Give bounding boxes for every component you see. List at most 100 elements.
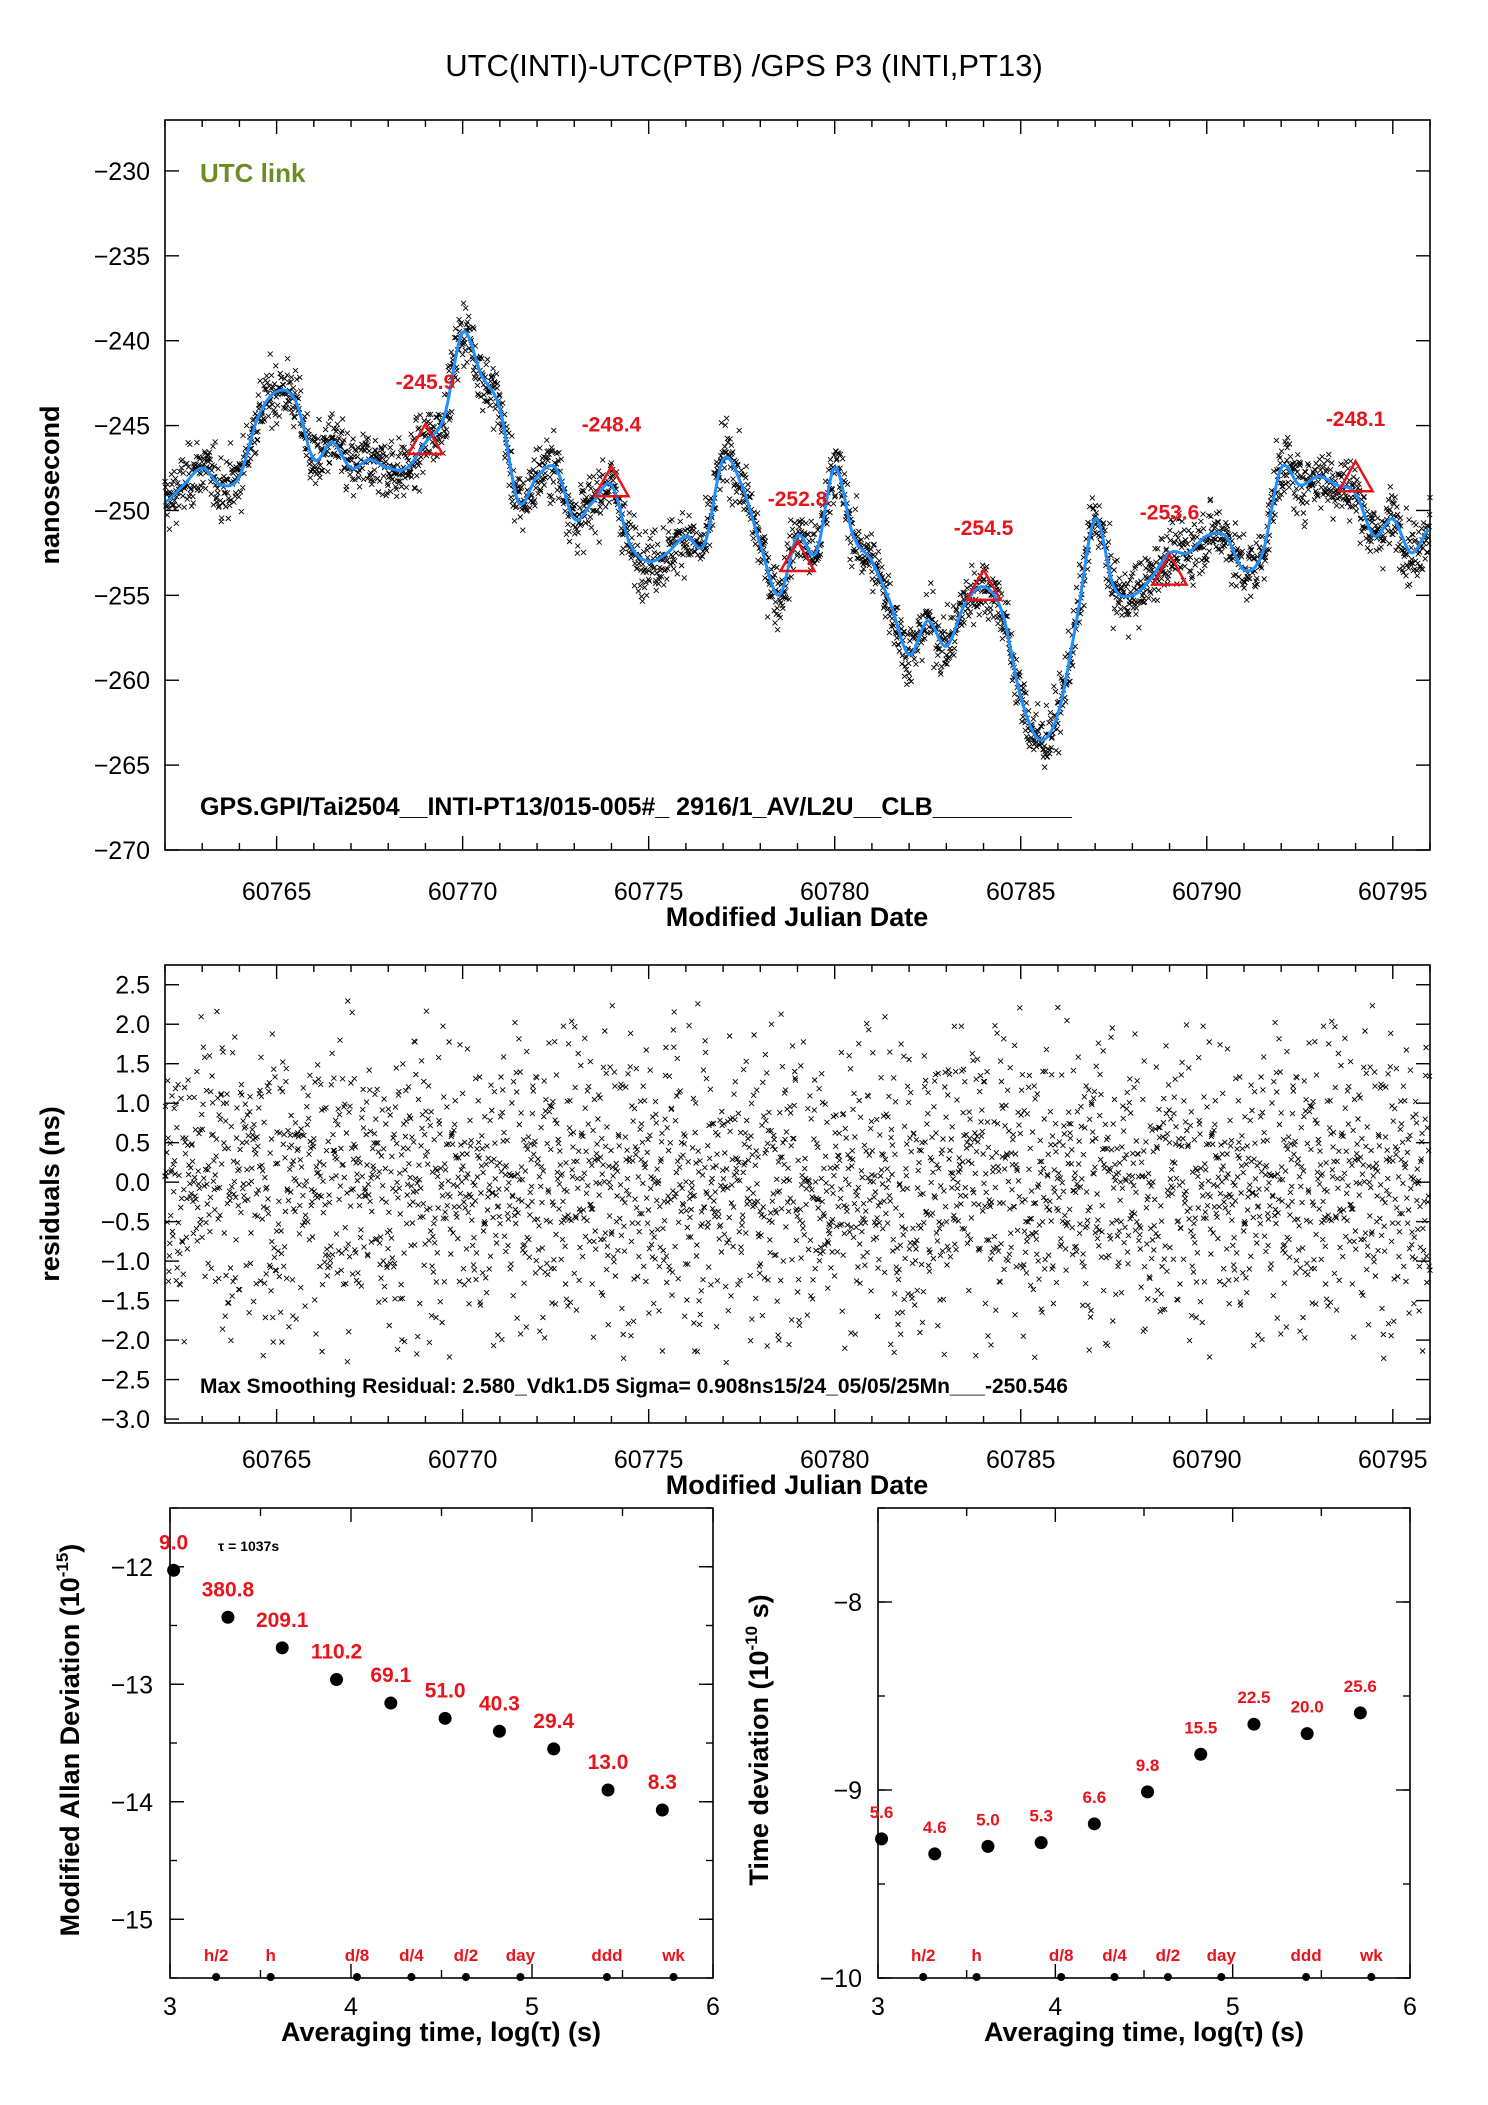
link-data-point	[407, 469, 414, 476]
residual-data-point	[263, 1271, 270, 1277]
link-data-point	[796, 523, 803, 530]
residual-data-point	[634, 1273, 641, 1280]
y-tick-label: −265	[94, 752, 150, 780]
link-data-point	[374, 450, 380, 457]
residual-data-point	[459, 1151, 466, 1157]
residual-data-point	[546, 1108, 553, 1115]
link-data-point	[267, 351, 274, 357]
residual-data-point	[267, 1150, 274, 1156]
residual-data-point	[444, 1202, 451, 1209]
residual-data-point	[627, 1030, 634, 1037]
residual-data-point	[766, 1109, 772, 1116]
residual-data-point	[884, 1220, 891, 1227]
residual-data-point	[386, 1227, 393, 1234]
residual-data-point	[593, 1179, 599, 1186]
residual-data-point	[793, 1237, 800, 1244]
residual-data-point	[213, 1153, 219, 1159]
residual-data-point	[189, 1158, 196, 1165]
residual-data-point	[750, 1190, 757, 1197]
residual-data-point	[793, 1207, 799, 1214]
link-data-point	[330, 434, 336, 440]
link-data-point	[541, 482, 548, 488]
link-data-point	[472, 375, 479, 382]
residual-data-point	[763, 1117, 769, 1124]
link-data-point	[634, 542, 641, 549]
link-data-point	[575, 529, 582, 536]
residual-data-point	[660, 1247, 667, 1254]
link-data-point	[590, 473, 597, 480]
link-data-point	[304, 410, 311, 417]
residual-data-point	[398, 1281, 404, 1288]
link-data-point	[416, 425, 422, 431]
residual-data-point	[167, 1212, 174, 1219]
residual-data-point	[328, 1175, 335, 1182]
residual-data-point	[333, 1231, 340, 1237]
residual-data-point	[440, 1023, 446, 1030]
link-data-point	[685, 552, 692, 558]
residual-data-point	[628, 1238, 635, 1245]
residual-data-point	[915, 1167, 922, 1174]
residual-data-point	[900, 1053, 907, 1060]
residual-data-point	[181, 1338, 188, 1345]
residual-data-point	[541, 1078, 548, 1084]
link-data-point	[531, 457, 538, 463]
residual-data-point	[438, 1180, 445, 1187]
residual-data-point	[979, 1128, 986, 1135]
residual-data-point	[280, 1263, 287, 1270]
residual-data-point	[887, 1341, 894, 1348]
residual-data-point	[972, 1170, 979, 1177]
residual-data-point	[439, 1319, 445, 1326]
link-data-point	[731, 483, 737, 489]
residual-data-point	[807, 1237, 814, 1244]
link-data-point	[638, 593, 645, 600]
link-data-point	[579, 487, 586, 494]
link-data-point	[183, 460, 190, 467]
y-tick-label: −250	[94, 497, 150, 525]
residual-data-point	[858, 1167, 865, 1174]
residual-data-point	[393, 1065, 400, 1071]
link-data-point	[487, 402, 493, 409]
residual-data-point	[560, 1198, 566, 1205]
link-data-point	[257, 378, 263, 384]
link-data-point	[179, 456, 186, 463]
link-marker-label: -245.9	[396, 371, 456, 394]
link-data-point	[680, 551, 686, 558]
residual-data-point	[447, 1251, 454, 1257]
link-data-point	[461, 363, 467, 370]
residual-data-point	[771, 1136, 778, 1143]
residual-data-point	[335, 1106, 342, 1112]
residual-data-point	[208, 1265, 215, 1272]
residual-data-point	[677, 1088, 684, 1094]
residual-data-point	[970, 1057, 976, 1064]
link-data-point	[339, 416, 346, 422]
link-data-point	[176, 468, 183, 475]
link-data-point	[1302, 518, 1309, 525]
residual-data-point	[1008, 1244, 1014, 1251]
link-data-point	[220, 500, 226, 506]
residual-data-point	[878, 1167, 885, 1173]
residual-data-point	[279, 1088, 286, 1095]
residual-data-point	[759, 1079, 766, 1086]
residual-data-point	[892, 1151, 898, 1158]
residual-data-point	[231, 1034, 238, 1040]
link-data-point	[198, 483, 205, 489]
residual-data-point	[654, 1166, 661, 1172]
link-data-point	[721, 443, 728, 450]
residual-data-point	[569, 1173, 576, 1180]
residual-data-point	[277, 1085, 284, 1092]
residual-data-point	[984, 1119, 991, 1125]
link-data-point	[868, 531, 875, 537]
residual-data-point	[886, 1192, 893, 1199]
residual-data-point	[563, 1159, 569, 1166]
residual-data-point	[369, 1145, 376, 1152]
link-data-point	[736, 427, 743, 434]
residual-data-point	[499, 1336, 505, 1343]
residual-data-point	[885, 1177, 892, 1183]
residual-data-point	[715, 1132, 721, 1138]
link-data-point	[396, 435, 402, 441]
link-data-point	[1318, 505, 1324, 511]
residual-data-point	[690, 1095, 697, 1102]
link-data-point	[847, 539, 854, 546]
link-data-point	[416, 488, 423, 494]
link-data-point	[1034, 700, 1041, 707]
